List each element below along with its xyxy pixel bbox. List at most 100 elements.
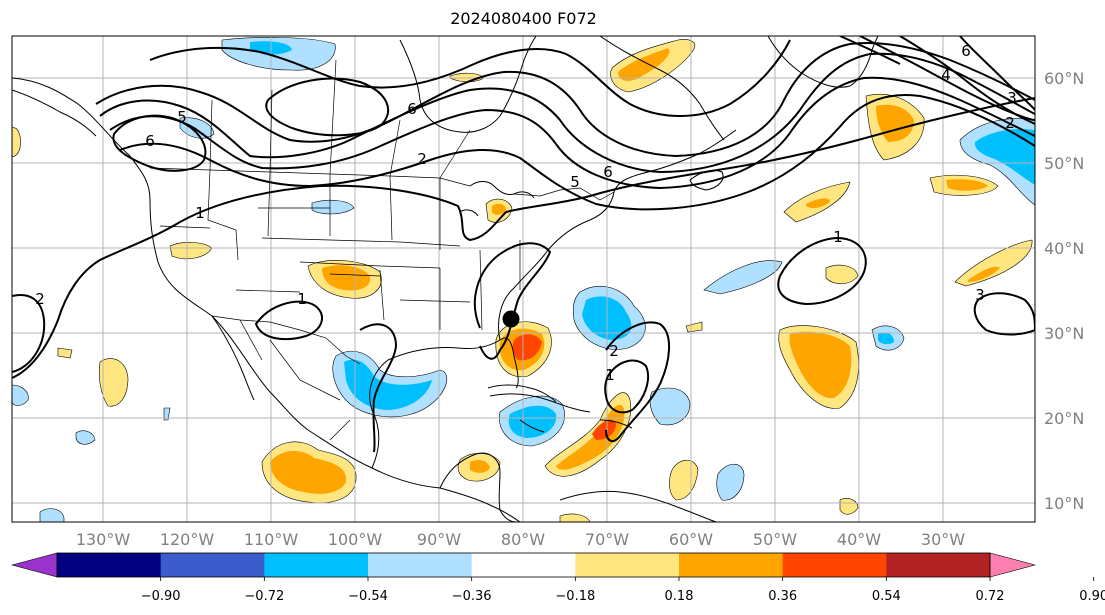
colorbar-bin <box>782 553 887 577</box>
neg-region <box>12 384 29 406</box>
contour-4-atl-north <box>859 36 1035 121</box>
contour-label: 1 <box>297 290 307 308</box>
labrador <box>599 36 725 141</box>
colorbar-bin <box>679 553 784 577</box>
greenland-coast <box>767 36 879 88</box>
longitude-label: 40°W <box>837 530 881 549</box>
colorbar-extend-low <box>10 552 58 578</box>
colorbar-bin <box>264 553 369 577</box>
longitude-label: 100°W <box>328 530 383 549</box>
longitude-label: 30°W <box>921 530 965 549</box>
central-america <box>439 452 517 522</box>
graticule <box>12 36 1035 522</box>
contour-low-central <box>265 77 390 137</box>
neg-region <box>311 199 355 215</box>
anomaly-fields <box>12 37 1035 522</box>
colorbar-bin <box>575 553 680 577</box>
neg-region <box>716 463 745 501</box>
colorbar-tick-label: 0.54 <box>872 589 901 604</box>
contour-1-far-east <box>973 292 1035 336</box>
north-america-coast <box>12 77 521 522</box>
contour-low-west <box>112 114 207 172</box>
latitude-label: 60°N <box>1044 69 1084 88</box>
alaska-coast <box>12 89 97 137</box>
longitude-label: 120°W <box>160 530 215 549</box>
contour-2-south <box>12 294 46 373</box>
longitude-label: 130°W <box>76 530 131 549</box>
neg-region <box>75 430 96 445</box>
latitude-label: 40°N <box>1044 239 1084 258</box>
colorbar-tick-label: 0.72 <box>976 589 1005 604</box>
neg-region <box>163 407 171 421</box>
neg-region <box>344 359 432 410</box>
contour-label: 6 <box>961 42 971 60</box>
colorbar-tick-label: −0.54 <box>348 589 388 604</box>
pos-region <box>618 48 670 81</box>
contour-1-east <box>777 236 867 306</box>
pos-region <box>946 179 988 191</box>
caribbean-islands <box>489 393 633 433</box>
east-coast <box>498 129 737 341</box>
pos-region <box>806 198 830 209</box>
pos-region <box>839 498 859 515</box>
contour-5-atl-north <box>839 36 901 65</box>
colorbar-tick-label: −0.36 <box>452 589 492 604</box>
canada-hudson <box>399 36 537 133</box>
longitude-label: 50°W <box>753 530 797 549</box>
pos-region <box>968 266 1000 282</box>
neg-region <box>179 117 215 139</box>
pos-region <box>789 331 852 399</box>
contour-label: 2 <box>35 290 45 308</box>
colorbar-frame <box>56 552 991 578</box>
contour-1-large <box>12 97 1035 379</box>
pos-region <box>98 358 129 407</box>
colorbar-tick-label: 0.18 <box>665 589 694 604</box>
longitude-label: 70°W <box>585 530 629 549</box>
state-lines <box>159 169 521 331</box>
pos-region <box>322 265 371 291</box>
contour-1-atlantic <box>605 321 671 443</box>
neg-region <box>878 332 894 345</box>
contour-2-atl-north <box>959 36 1035 111</box>
latitude-labels: 60°N 50°N 40°N 30°N 20°N 10°N <box>1044 69 1084 513</box>
contour-lines <box>12 36 1035 453</box>
contour-band-e <box>149 39 791 117</box>
pos-region <box>825 264 859 285</box>
pos-region <box>57 347 73 359</box>
latitude-label: 20°N <box>1044 409 1084 428</box>
colorbar-tick-label: −0.90 <box>141 589 181 604</box>
contour-label: 6 <box>407 100 417 118</box>
neg-region <box>703 260 783 295</box>
pos-region <box>685 321 703 333</box>
neg-region <box>508 405 557 438</box>
pos-region <box>669 459 699 501</box>
contour-band-a <box>99 52 1035 174</box>
colorbar-tick-label: −0.18 <box>555 589 595 604</box>
contour-label: 6 <box>145 132 155 150</box>
contour-band-b <box>109 76 1035 190</box>
contour-label: 1 <box>605 366 615 384</box>
colorbar-bin <box>368 553 473 577</box>
neg-region <box>39 508 65 522</box>
longitude-labels: 130°W 120°W 110°W 100°W 90°W 80°W 70°W 60°W 50°W… <box>76 530 965 549</box>
contour-label: 1 <box>833 228 843 246</box>
latitude-label: 30°N <box>1044 324 1084 343</box>
colorbar-tick-labels: −0.90 −0.72 −0.54 −0.36 −0.18 0.18 0.36 0.54 0.7… <box>141 577 1105 604</box>
longitude-label: 90°W <box>417 530 461 549</box>
colorbar-tick-label: −0.72 <box>244 589 284 604</box>
south-america-coast <box>559 491 717 522</box>
contour-label: 1 <box>195 204 205 222</box>
mexico-gulf-coast <box>369 337 519 469</box>
pos-region <box>270 450 347 494</box>
contour-1-gulf <box>473 242 552 360</box>
pos-region <box>954 239 1033 287</box>
colorbar-bin <box>471 553 576 577</box>
colorbar-bin <box>57 553 162 577</box>
neg-region <box>974 129 1035 185</box>
great-lakes <box>459 181 535 217</box>
contour-label: 6 <box>603 163 613 181</box>
contour-band-d <box>119 94 1035 211</box>
storm-center-marker <box>502 310 520 328</box>
contour-label: 4 <box>941 66 951 84</box>
